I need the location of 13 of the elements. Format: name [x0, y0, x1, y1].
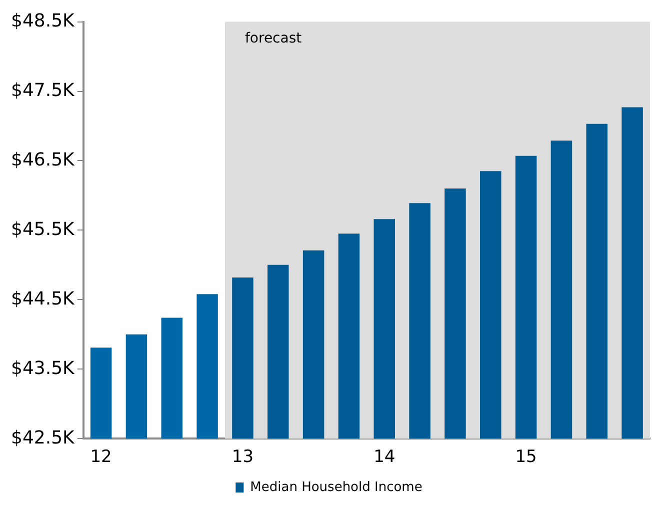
y-tick-label: $46.5K — [10, 149, 76, 170]
x-tick-label: 14 — [374, 447, 396, 468]
annotation: forecast — [245, 30, 302, 46]
y-tick-label: $44.5K — [10, 288, 76, 310]
x-tick-label: 12 — [90, 447, 112, 468]
y-tick-label: $45.5K — [10, 218, 76, 240]
x-tick-label: 15 — [515, 447, 537, 468]
y-tick-label: $42.5K — [10, 427, 76, 448]
legend-label: Median Household Income — [250, 480, 422, 495]
y-tick-label: $43.5K — [10, 358, 76, 379]
x-tick-label: 13 — [232, 447, 254, 468]
y-tick-label: $47.5K — [10, 80, 76, 101]
y-tick-label: $48.5K — [10, 10, 76, 32]
